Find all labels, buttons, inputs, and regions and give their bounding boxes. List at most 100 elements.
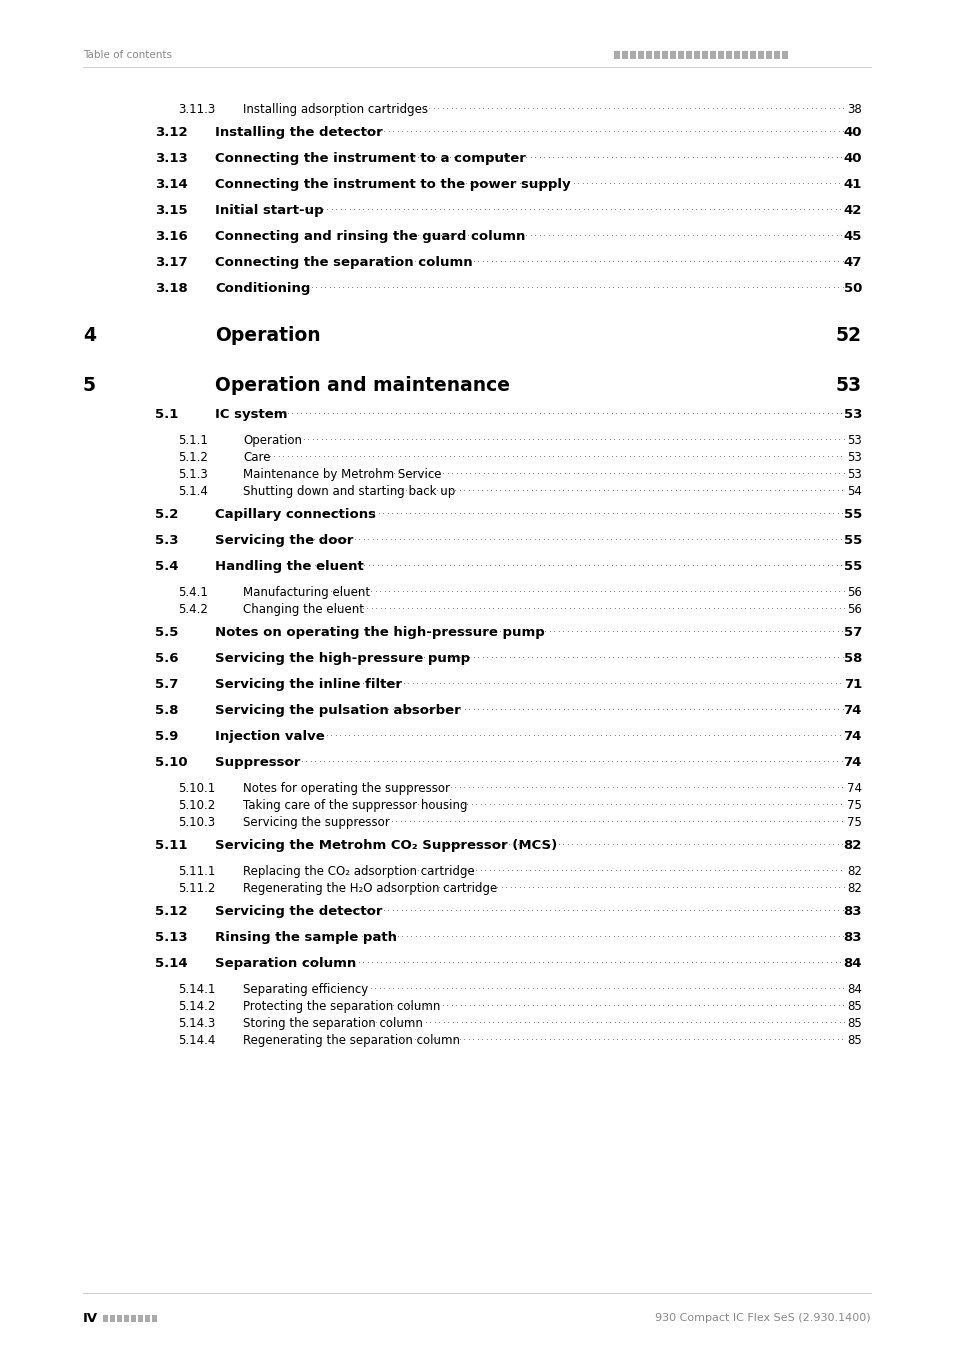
- Text: 3.17: 3.17: [154, 256, 188, 269]
- Text: Installing the detector: Installing the detector: [214, 126, 382, 139]
- Text: Servicing the door: Servicing the door: [214, 535, 353, 547]
- Bar: [145, 1315, 150, 1322]
- Text: 5.10.1: 5.10.1: [178, 782, 215, 795]
- Text: Suppressor: Suppressor: [214, 756, 300, 770]
- Text: 5.11.2: 5.11.2: [178, 882, 215, 895]
- Text: Table of contents: Table of contents: [83, 50, 172, 59]
- Bar: [741, 51, 747, 59]
- Text: 82: 82: [846, 882, 862, 895]
- Text: Care: Care: [243, 451, 271, 464]
- Text: Capillary connections: Capillary connections: [214, 508, 375, 521]
- Bar: [629, 51, 636, 59]
- Text: Injection valve: Injection valve: [214, 730, 324, 742]
- Text: 53: 53: [846, 468, 862, 481]
- Text: 5.10.2: 5.10.2: [178, 799, 215, 811]
- Text: 40: 40: [842, 126, 862, 139]
- Bar: [110, 1315, 115, 1322]
- Bar: [124, 1315, 129, 1322]
- Text: 75: 75: [846, 815, 862, 829]
- Text: 84: 84: [846, 983, 862, 996]
- Text: 85: 85: [846, 1034, 862, 1048]
- Text: 5.10.3: 5.10.3: [178, 815, 214, 829]
- Text: Maintenance by Metrohm Service: Maintenance by Metrohm Service: [243, 468, 441, 481]
- Bar: [685, 51, 691, 59]
- Bar: [693, 51, 700, 59]
- Text: 5.13: 5.13: [154, 931, 188, 944]
- Bar: [758, 51, 763, 59]
- Text: Changing the eluent: Changing the eluent: [243, 603, 364, 616]
- Text: 5.14.3: 5.14.3: [178, 1017, 215, 1030]
- Text: 5.8: 5.8: [154, 703, 178, 717]
- Text: Taking care of the suppressor housing: Taking care of the suppressor housing: [243, 799, 467, 811]
- Bar: [654, 51, 659, 59]
- Text: Servicing the pulsation absorber: Servicing the pulsation absorber: [214, 703, 460, 717]
- Text: Connecting the instrument to the power supply: Connecting the instrument to the power s…: [214, 178, 570, 190]
- Text: Separation column: Separation column: [214, 957, 355, 971]
- Bar: [765, 51, 771, 59]
- Bar: [621, 51, 627, 59]
- Bar: [117, 1315, 122, 1322]
- Text: 5.1.3: 5.1.3: [178, 468, 208, 481]
- Text: Protecting the separation column: Protecting the separation column: [243, 1000, 440, 1012]
- Bar: [718, 51, 723, 59]
- Text: 74: 74: [846, 782, 862, 795]
- Text: 5.14.2: 5.14.2: [178, 1000, 215, 1012]
- Text: Shutting down and starting back up: Shutting down and starting back up: [243, 485, 455, 498]
- Text: Operation and maintenance: Operation and maintenance: [214, 377, 510, 396]
- Text: Servicing the Metrohm CO₂ Suppressor (MCS): Servicing the Metrohm CO₂ Suppressor (MC…: [214, 838, 557, 852]
- Text: 47: 47: [842, 256, 862, 269]
- Text: 82: 82: [846, 865, 862, 878]
- Text: Regenerating the separation column: Regenerating the separation column: [243, 1034, 459, 1048]
- Text: 5.1.4: 5.1.4: [178, 485, 208, 498]
- Bar: [131, 1315, 136, 1322]
- Bar: [749, 51, 755, 59]
- Bar: [669, 51, 676, 59]
- Text: Storing the separation column: Storing the separation column: [243, 1017, 422, 1030]
- Text: 5.14: 5.14: [154, 957, 188, 971]
- Text: 5.4.2: 5.4.2: [178, 603, 208, 616]
- Text: 5.12: 5.12: [154, 904, 188, 918]
- Text: 74: 74: [842, 730, 862, 742]
- Text: 5.11: 5.11: [154, 838, 188, 852]
- Text: 74: 74: [842, 756, 862, 770]
- Text: Rinsing the sample path: Rinsing the sample path: [214, 931, 396, 944]
- Text: 5.4: 5.4: [154, 560, 178, 572]
- Text: Replacing the CO₂ adsorption cartridge: Replacing the CO₂ adsorption cartridge: [243, 865, 475, 878]
- Text: 5.1.2: 5.1.2: [178, 451, 208, 464]
- Text: 83: 83: [842, 931, 862, 944]
- Bar: [645, 51, 651, 59]
- Text: Notes on operating the high-pressure pump: Notes on operating the high-pressure pum…: [214, 626, 544, 639]
- Text: Servicing the detector: Servicing the detector: [214, 904, 382, 918]
- Text: 42: 42: [842, 204, 862, 217]
- Text: 3.15: 3.15: [154, 204, 188, 217]
- Text: 3.18: 3.18: [154, 282, 188, 296]
- Text: 55: 55: [842, 508, 862, 521]
- Text: 5.14.4: 5.14.4: [178, 1034, 215, 1048]
- Bar: [701, 51, 707, 59]
- Text: Servicing the high-pressure pump: Servicing the high-pressure pump: [214, 652, 470, 666]
- Text: Regenerating the H₂O adsorption cartridge: Regenerating the H₂O adsorption cartridg…: [243, 882, 497, 895]
- Text: 53: 53: [846, 433, 862, 447]
- Text: 5.2: 5.2: [154, 508, 178, 521]
- Text: 84: 84: [842, 957, 862, 971]
- Text: 5.1.1: 5.1.1: [178, 433, 208, 447]
- Text: Servicing the inline filter: Servicing the inline filter: [214, 678, 401, 691]
- Text: IC system: IC system: [214, 408, 287, 421]
- Bar: [103, 1315, 108, 1322]
- Text: 5.7: 5.7: [154, 678, 178, 691]
- Text: 3.13: 3.13: [154, 153, 188, 165]
- Text: 5.4.1: 5.4.1: [178, 586, 208, 599]
- Text: 56: 56: [846, 603, 862, 616]
- Text: 52: 52: [835, 325, 862, 346]
- Text: Servicing the suppressor: Servicing the suppressor: [243, 815, 390, 829]
- Bar: [725, 51, 731, 59]
- Text: Installing adsorption cartridges: Installing adsorption cartridges: [243, 103, 428, 116]
- Bar: [781, 51, 787, 59]
- Text: 3.16: 3.16: [154, 230, 188, 243]
- Text: 5.3: 5.3: [154, 535, 178, 547]
- Text: 41: 41: [842, 178, 862, 190]
- Text: 5.14.1: 5.14.1: [178, 983, 215, 996]
- Text: Conditioning: Conditioning: [214, 282, 310, 296]
- Text: 53: 53: [842, 408, 862, 421]
- Text: Connecting and rinsing the guard column: Connecting and rinsing the guard column: [214, 230, 525, 243]
